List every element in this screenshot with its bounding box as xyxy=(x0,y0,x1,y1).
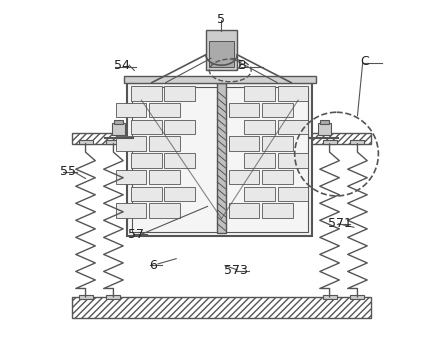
Bar xyxy=(323,140,337,143)
Bar xyxy=(128,83,312,236)
Bar xyxy=(116,203,146,218)
Bar xyxy=(218,83,225,232)
Bar xyxy=(113,123,125,135)
Bar xyxy=(229,203,260,218)
Bar xyxy=(131,153,162,168)
Bar xyxy=(262,103,293,118)
Bar xyxy=(164,86,195,101)
Bar xyxy=(350,295,365,299)
Text: 6: 6 xyxy=(150,259,157,272)
Bar xyxy=(323,295,337,299)
Bar xyxy=(278,120,308,134)
Bar xyxy=(149,103,180,118)
Bar xyxy=(164,187,195,201)
Bar xyxy=(164,153,195,168)
Bar xyxy=(78,295,93,299)
Bar xyxy=(229,136,260,151)
Bar xyxy=(149,203,180,218)
Bar xyxy=(244,86,275,101)
Bar xyxy=(116,170,146,184)
Bar xyxy=(229,103,260,118)
Bar xyxy=(116,103,146,118)
Bar xyxy=(350,140,365,143)
Bar xyxy=(209,41,234,67)
Bar xyxy=(131,187,162,201)
Bar xyxy=(318,123,330,135)
Bar xyxy=(164,120,195,134)
Bar xyxy=(229,170,260,184)
Bar xyxy=(262,203,293,218)
Text: 54: 54 xyxy=(114,59,130,72)
Bar xyxy=(132,87,308,232)
Text: 55: 55 xyxy=(60,165,76,178)
Bar xyxy=(131,120,162,134)
Bar xyxy=(131,86,162,101)
Bar xyxy=(116,136,146,151)
Bar xyxy=(244,120,275,134)
Text: B: B xyxy=(238,59,247,72)
Text: 573: 573 xyxy=(224,264,247,277)
Bar xyxy=(72,297,371,318)
Bar xyxy=(114,120,123,124)
Bar xyxy=(278,153,308,168)
Text: 5: 5 xyxy=(218,13,225,26)
Bar xyxy=(262,136,293,151)
Bar xyxy=(149,136,180,151)
Bar xyxy=(206,30,237,70)
Text: C: C xyxy=(360,55,369,68)
Bar xyxy=(124,76,315,83)
Bar xyxy=(244,153,275,168)
Bar xyxy=(106,295,120,299)
Text: 57: 57 xyxy=(128,228,144,241)
Bar xyxy=(149,170,180,184)
Bar xyxy=(278,187,308,201)
Text: 571: 571 xyxy=(328,217,352,230)
Bar xyxy=(106,140,120,143)
Bar xyxy=(278,86,308,101)
Bar xyxy=(320,120,329,124)
Bar xyxy=(262,170,293,184)
Bar xyxy=(72,133,371,144)
Bar xyxy=(78,140,93,143)
Bar xyxy=(244,187,275,201)
